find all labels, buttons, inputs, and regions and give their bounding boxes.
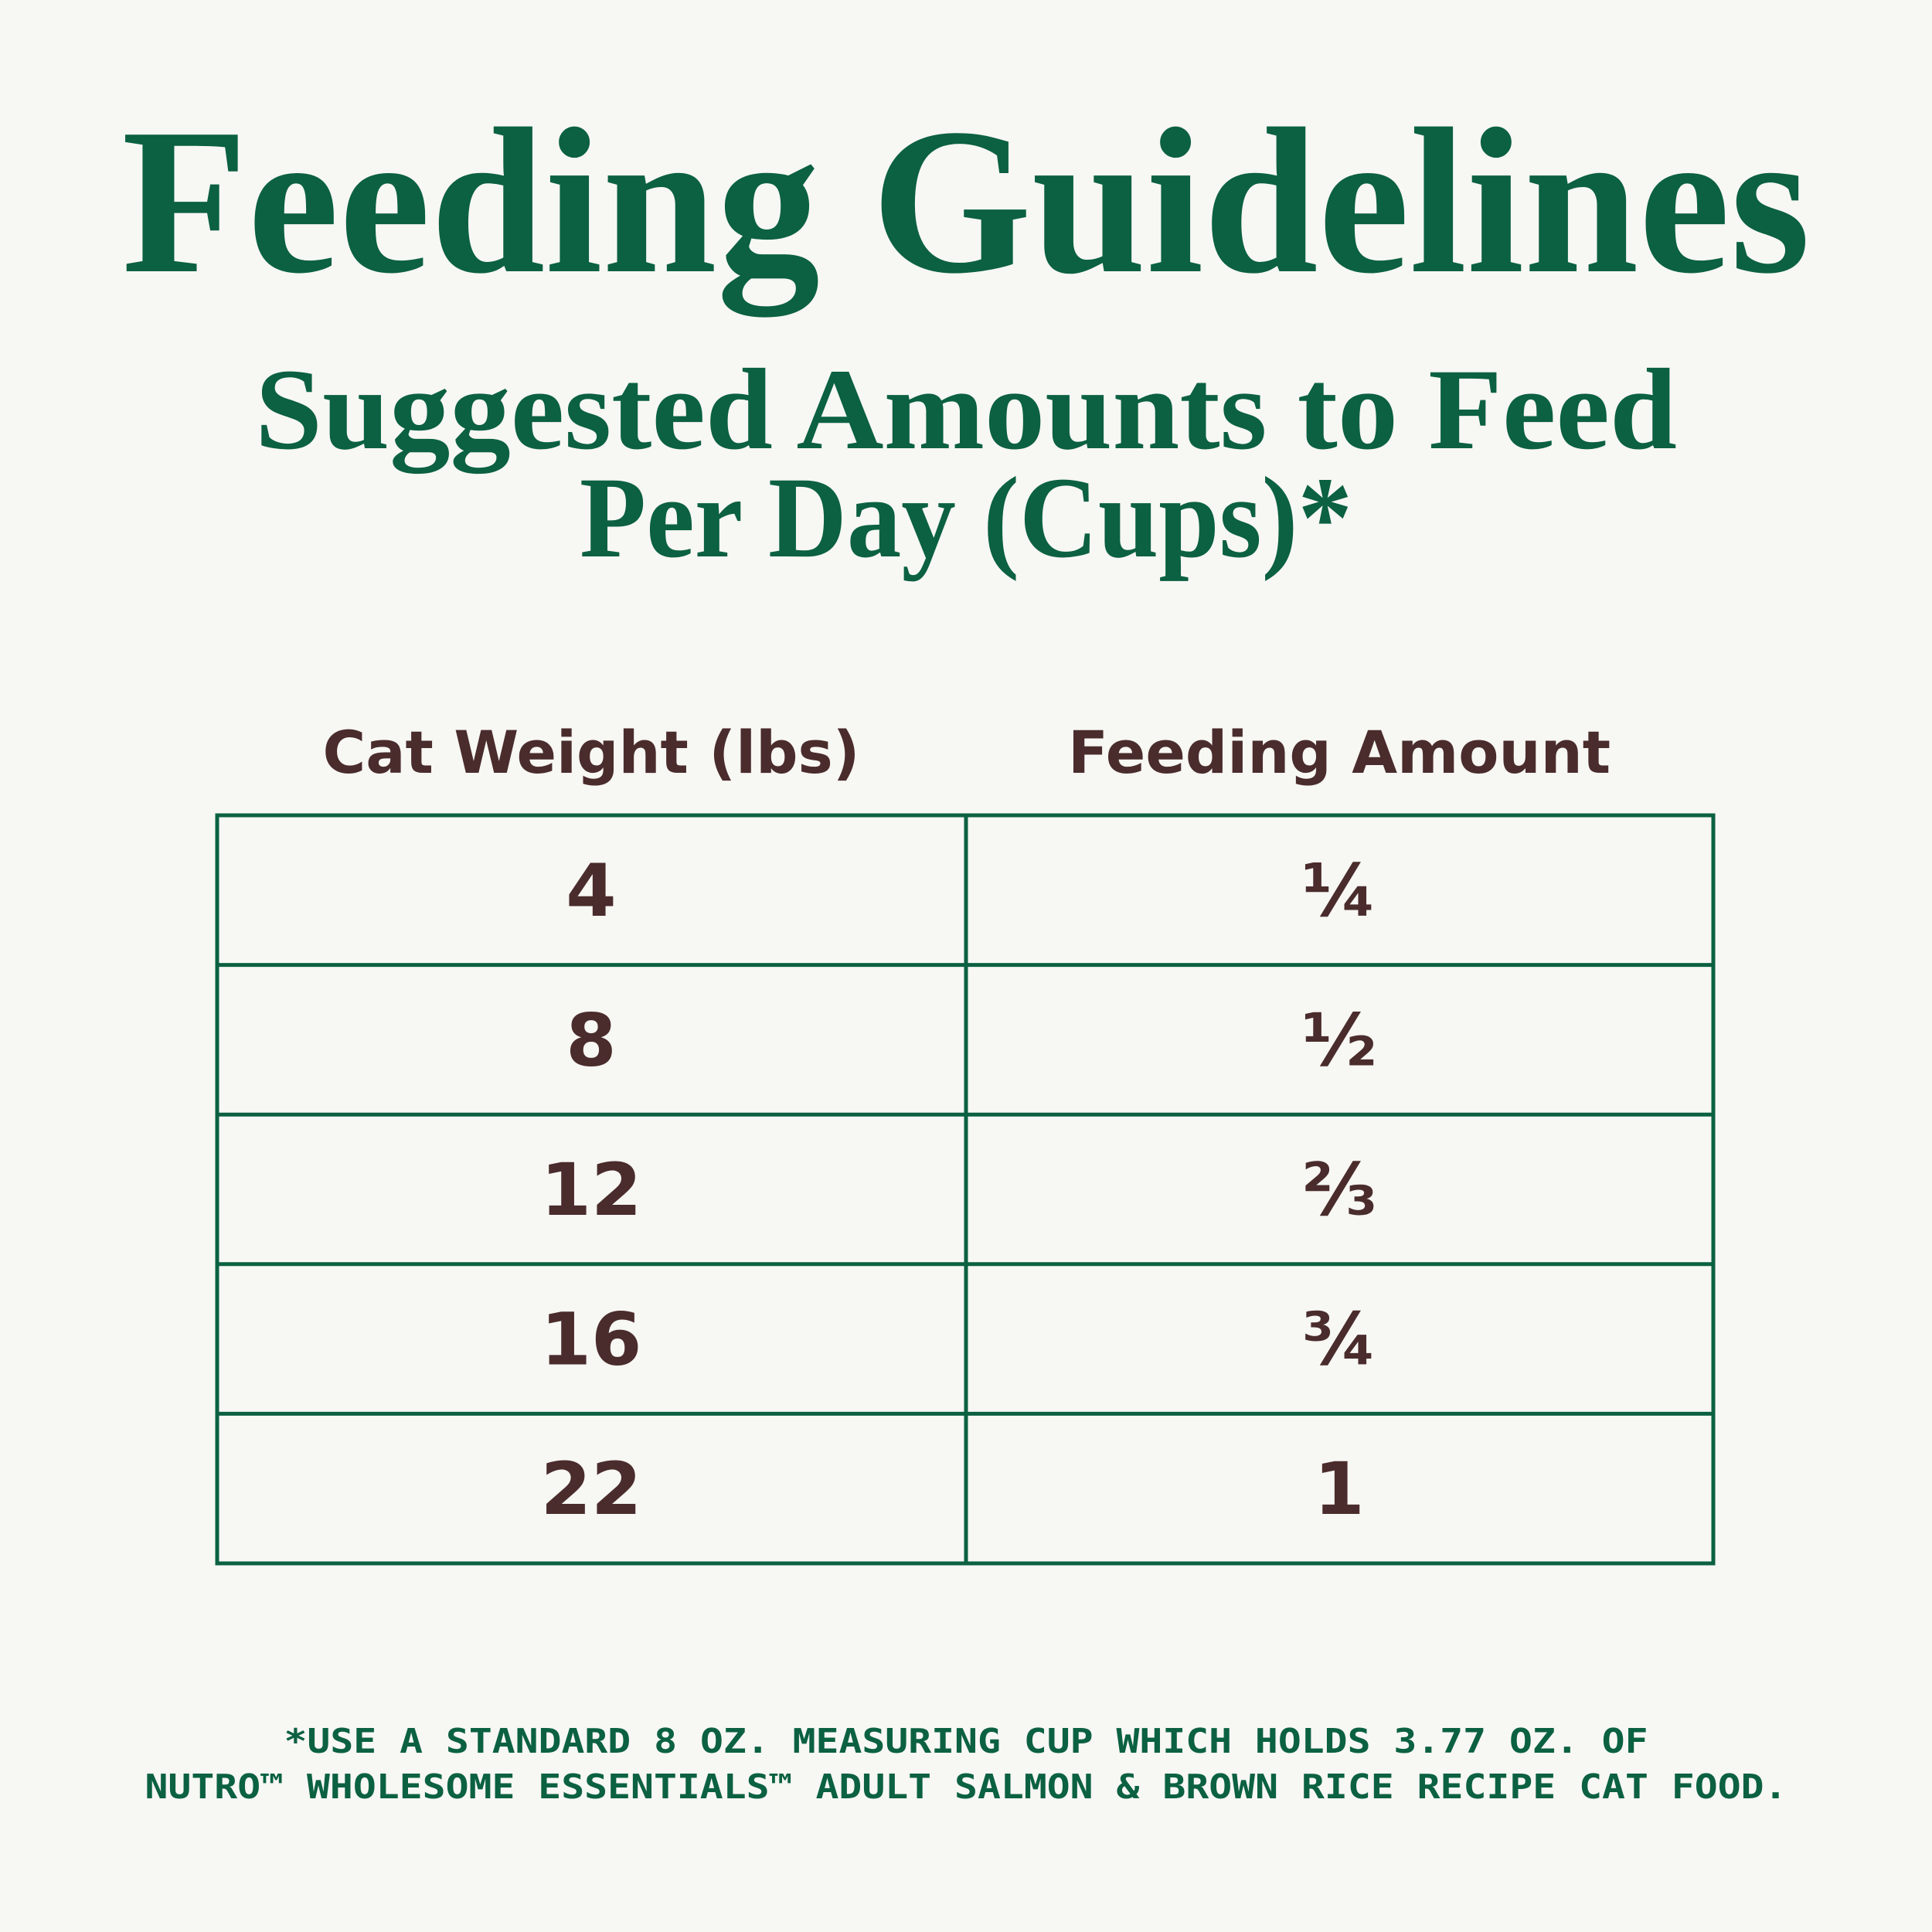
- footnote-line: *USE A STANDARD 8 OZ. MEASURING CUP WHIC…: [284, 1722, 1648, 1761]
- subtitle-line: Suggested Amounts to Feed: [255, 345, 1677, 474]
- cell: 12: [541, 1148, 642, 1233]
- table: Cat Weight (lbs) Feeding Amount 4 ¼ 8 ½ 12 ⅔ 16 ¾…: [215, 718, 1716, 1566]
- cell: 16: [541, 1298, 642, 1383]
- cell: ⅔: [1301, 1148, 1376, 1233]
- column-header: Feeding Amount: [1068, 718, 1611, 787]
- cell: 22: [541, 1447, 642, 1532]
- cell: ¾: [1301, 1298, 1376, 1383]
- subtitle-line: Per Day (Cups)*: [580, 454, 1352, 582]
- footnote-line: NUTRO™ WHOLESOME ESSENTIALS™ ADULT SALMO…: [145, 1767, 1787, 1807]
- cell: ½: [1301, 998, 1376, 1083]
- cell: 8: [566, 998, 616, 1083]
- cell: 4: [566, 849, 616, 934]
- cell: 1: [1314, 1447, 1364, 1532]
- title: Feeding Guidelines: [122, 86, 1811, 320]
- column-header: Cat Weight (lbs): [322, 718, 859, 787]
- cell: ¼: [1301, 849, 1376, 934]
